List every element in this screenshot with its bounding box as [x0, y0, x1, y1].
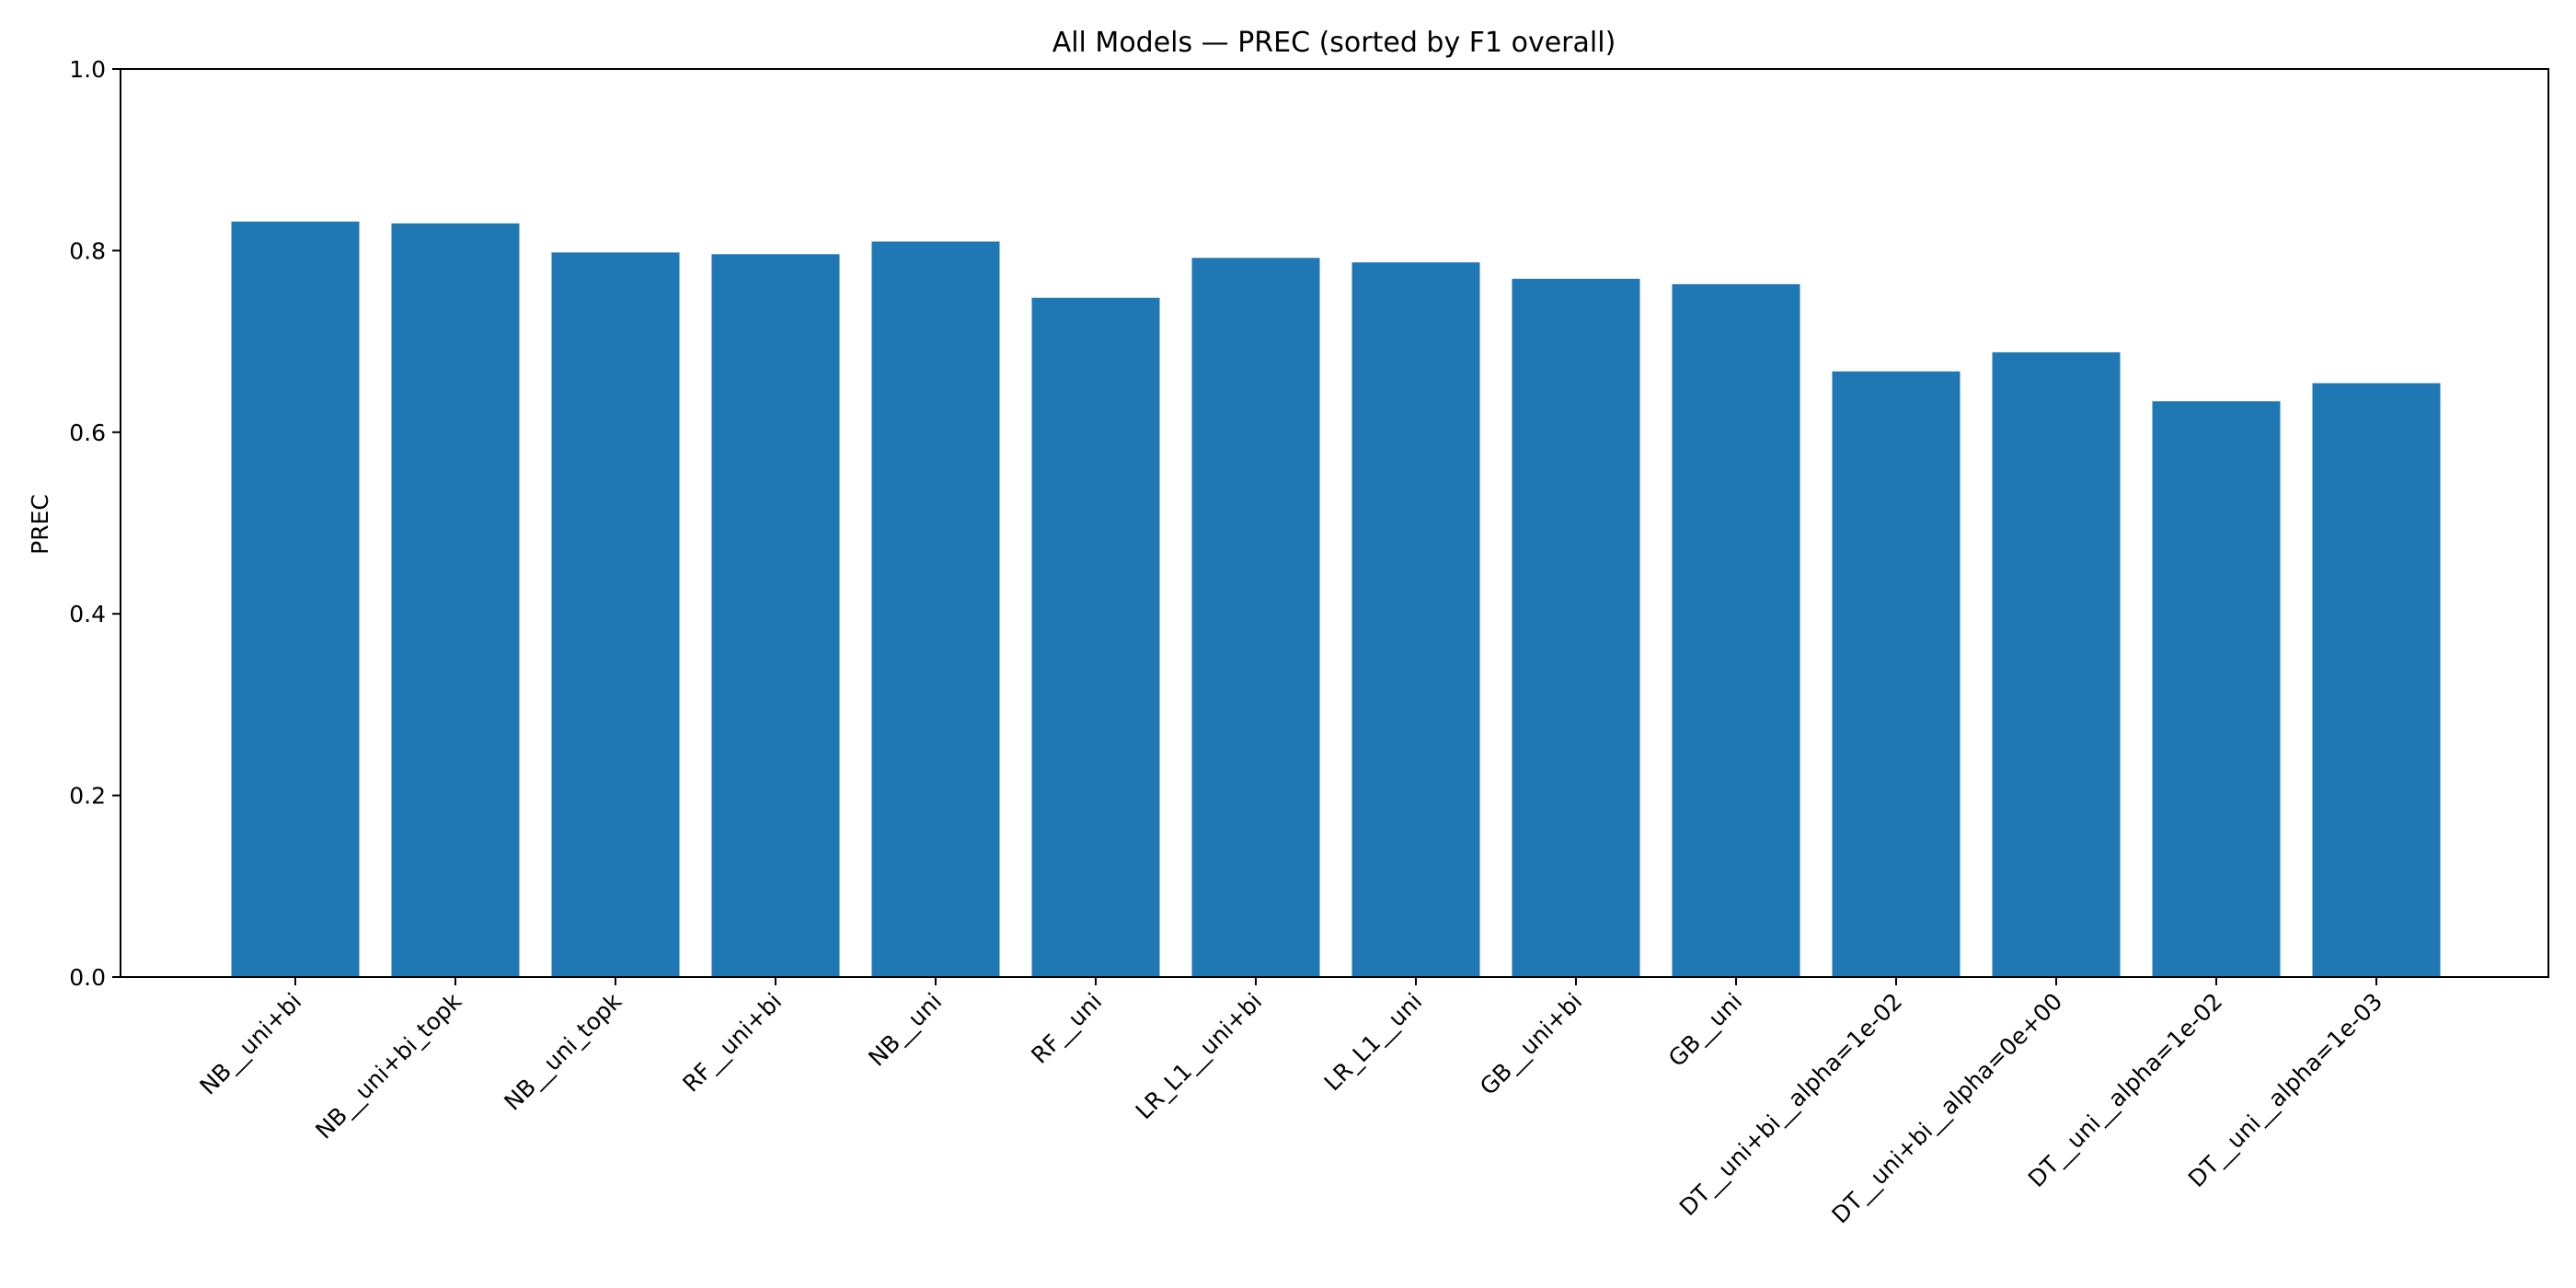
x-tick-label: GB__uni+bi	[1475, 988, 1587, 1100]
bar-0	[231, 221, 360, 978]
y-tick-label: 0.8	[69, 237, 106, 264]
y-tick-label: 1.0	[69, 56, 106, 83]
x-tick-label: NB__uni_topk	[499, 987, 627, 1115]
x-tick-label: NB__uni+bi	[194, 988, 306, 1100]
bar-13	[2312, 383, 2441, 977]
bar-10	[1832, 371, 1961, 977]
bar-1	[391, 223, 520, 978]
x-axis: NB__uni+bi NB__uni+bi_topk NB__uni_topk RF_…	[194, 977, 2387, 1229]
bar-2	[551, 252, 680, 977]
x-tick-label: RF__uni+bi	[677, 988, 787, 1098]
y-tick-label: 0.2	[69, 783, 106, 810]
x-tick-label: LR_L1__uni+bi	[1131, 988, 1268, 1125]
x-tick-label: RF__uni	[1026, 988, 1107, 1069]
bar-4	[871, 241, 1000, 977]
bar-7	[1351, 262, 1480, 977]
bar-6	[1191, 258, 1320, 977]
x-tick-label: LR_L1__uni	[1319, 988, 1428, 1097]
x-tick-label: GB__uni	[1663, 988, 1747, 1072]
bars-group	[231, 221, 2441, 978]
bar-12	[2152, 401, 2281, 977]
chart-title: All Models — PREC (sorted by F1 overall)	[1052, 27, 1616, 59]
x-tick-label: NB__uni+bi_topk	[310, 987, 466, 1144]
plot-frame	[120, 68, 2549, 978]
bar-9	[1672, 283, 1800, 977]
x-tick-label: NB__uni	[863, 988, 947, 1072]
y-axis: 0.0 0.2 0.4 0.6 0.8 1.0	[69, 56, 121, 991]
y-axis-label: PREC	[27, 494, 53, 555]
y-tick-label: 0.0	[69, 964, 106, 991]
bar-8	[1512, 279, 1640, 977]
bar-3	[711, 254, 840, 977]
bar-5	[1031, 297, 1160, 977]
y-tick-label: 0.4	[69, 601, 106, 627]
y-tick-label: 0.6	[69, 420, 106, 446]
bar-11	[1992, 351, 2121, 977]
